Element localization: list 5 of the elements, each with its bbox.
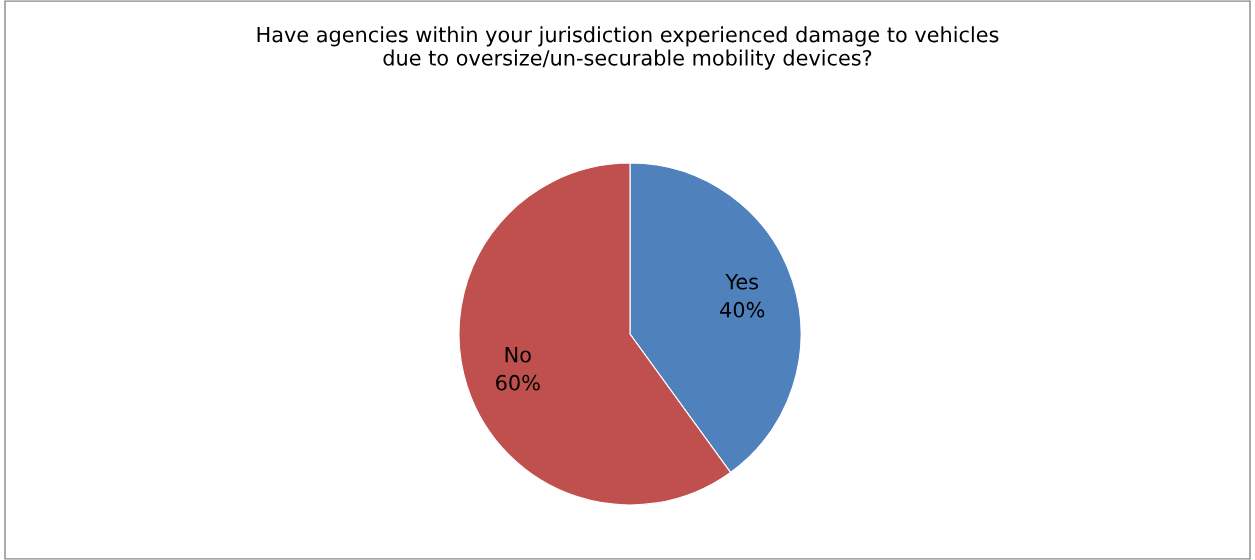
data-label: 40%	[720, 301, 765, 318]
slice-label: Yes	[725, 274, 759, 290]
data-label: 60%	[496, 374, 540, 391]
slice-label: No	[505, 346, 531, 363]
chart-title: Have agencies within your jurisdiction experienced damage to vehicles due to oversize/un-securable mobility devices?	[257, 26, 999, 70]
